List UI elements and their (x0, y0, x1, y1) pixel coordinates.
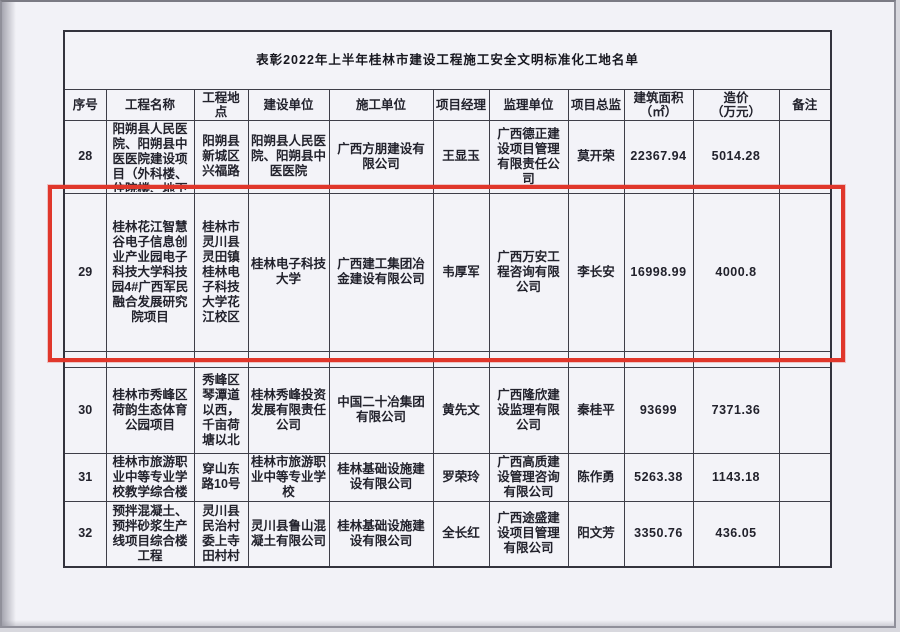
cell-builder: 阳朔县人民医院、阳朔县中医医院 (247, 119, 330, 194)
cell-no: 28 (63, 119, 107, 194)
cell-no: 31 (63, 452, 107, 502)
award-list-table: 表彰2022年上半年桂林市建设工程施工安全文明标准化工地名单 序号 工程名称 工… (63, 30, 833, 568)
cell-cost: 5014.28 (692, 119, 780, 194)
spacer-cell (105, 350, 195, 368)
cell-remark (778, 452, 832, 502)
col-header-manager: 项目经理 (432, 88, 490, 121)
cell-area: 3350.76 (623, 500, 694, 568)
col-header-remark: 备注 (778, 88, 832, 121)
cell-manager: 罗荣玲 (432, 452, 490, 502)
cell-area: 5263.38 (623, 452, 694, 502)
spacer-cell (63, 350, 107, 368)
cell-remark (778, 192, 832, 352)
spacer-cell (432, 350, 490, 368)
col-header-project-name: 工程名称 (105, 88, 195, 121)
cell-area: 22367.94 (623, 119, 694, 194)
cell-contractor: 广西方朋建设有限公司 (328, 119, 434, 194)
table-row-31: 31 桂林市旅游职业中等专业学校教学综合楼 穿山东路10号 桂林市旅游职业中等专… (63, 452, 832, 502)
cell-project-name: 桂林市旅游职业中等专业学校教学综合楼 (105, 452, 195, 502)
spacer-row (63, 350, 832, 368)
cell-contractor: 中国二十冶集团有限公司 (328, 366, 434, 454)
cell-remark (778, 119, 832, 194)
cell-project-name: 阳朔县人民医院、阳朔县中医医院建设项目（外科楼、住院楼、地下 (105, 119, 195, 194)
cell-area: 16998.99 (623, 192, 694, 352)
cell-manager: 黄先文 (432, 366, 490, 454)
spacer-cell (328, 350, 434, 368)
cell-location: 穿山东路10号 (193, 452, 249, 502)
col-header-location: 工程地点 (193, 88, 249, 121)
cell-remark (778, 366, 832, 454)
cell-area: 93699 (623, 366, 694, 454)
cell-manager: 王显玉 (432, 119, 490, 194)
col-header-cost: 造价 （万元） (692, 88, 780, 121)
cell-supervisor: 广西高质建设管理咨询有限公司 (488, 452, 569, 502)
cell-project-name: 桂林花江智慧谷电子信息创业产业园电子科技大学科技园4#广西军民融合发展研究院项目 (105, 192, 195, 352)
cell-no: 29 (63, 192, 107, 352)
cell-location: 秀峰区琴潭道以西，千亩荷塘以北 (193, 366, 249, 454)
cell-supervisor: 广西隆欣建设监理有限公司 (488, 366, 569, 454)
cell-builder: 桂林秀峰投资发展有限责任公司 (247, 366, 330, 454)
cell-contractor: 桂林基础设施建设有限公司 (328, 500, 434, 568)
table-row-30: 30 桂林市秀峰区荷韵生态体育公园项目 秀峰区琴潭道以西，千亩荷塘以北 桂林秀峰… (63, 366, 832, 454)
cell-location: 阳朔县新城区兴福路 (193, 119, 249, 194)
cell-project-name: 桂林市秀峰区荷韵生态体育公园项目 (105, 366, 195, 454)
page-title: 表彰2022年上半年桂林市建设工程施工安全文明标准化工地名单 (63, 30, 832, 90)
cell-builder: 桂林电子科技大学 (247, 192, 330, 352)
page-edge-shadow-left (2, 2, 16, 626)
col-header-area: 建筑面积 （㎡） (623, 88, 694, 121)
cell-manager: 全长红 (432, 500, 490, 568)
cell-supervisor: 广西德正建设项目管理有限责任公司 (488, 119, 569, 194)
col-header-builder: 建设单位 (247, 88, 330, 121)
col-header-no: 序号 (63, 88, 107, 121)
spacer-cell (567, 350, 625, 368)
spacer-cell (247, 350, 330, 368)
cell-director: 秦桂平 (567, 366, 625, 454)
header-row: 序号 工程名称 工程地点 建设单位 施工单位 项目经理 监理单位 项目总监 建筑… (63, 88, 832, 121)
col-header-contractor: 施工单位 (328, 88, 434, 121)
cell-director: 李长安 (567, 192, 625, 352)
cell-supervisor: 广西万安工程咨询有限公司 (488, 192, 569, 352)
cell-cost: 436.05 (692, 500, 780, 568)
table-row-29: 29 桂林花江智慧谷电子信息创业产业园电子科技大学科技园4#广西军民融合发展研究… (63, 192, 832, 352)
spacer-cell (692, 350, 780, 368)
cell-project-name: 预拌混凝土、预拌砂浆生产线项目综合楼工程 (105, 500, 195, 568)
cell-cost: 7371.36 (692, 366, 780, 454)
cell-builder: 桂林市旅游职业中等专业学校 (247, 452, 330, 502)
table-row-32: 32 预拌混凝土、预拌砂浆生产线项目综合楼工程 灵川县民治村委上寺田村村 灵川县… (63, 500, 832, 568)
cell-supervisor: 广西途盛建设项目管理有限公司 (488, 500, 569, 568)
spacer-cell (193, 350, 249, 368)
title-row: 表彰2022年上半年桂林市建设工程施工安全文明标准化工地名单 (63, 30, 832, 90)
cell-builder: 灵川县鲁山混凝土有限公司 (247, 500, 330, 568)
spacer-cell (778, 350, 832, 368)
cell-cost: 4000.8 (692, 192, 780, 352)
cell-contractor: 广西建工集团冶金建设有限公司 (328, 192, 434, 352)
cell-director: 莫开荣 (567, 119, 625, 194)
cell-director: 陈作勇 (567, 452, 625, 502)
cell-contractor: 桂林基础设施建设有限公司 (328, 452, 434, 502)
spacer-cell (623, 350, 694, 368)
cell-location: 桂林市灵川县灵田镇桂林电子科技大学花江校区 (193, 192, 249, 352)
col-header-director: 项目总监 (567, 88, 625, 121)
cell-director: 阳文芳 (567, 500, 625, 568)
cell-no: 32 (63, 500, 107, 568)
page-edge-shadow-bottom (2, 620, 894, 626)
col-header-supervisor: 监理单位 (488, 88, 569, 121)
table-row-28: 28 阳朔县人民医院、阳朔县中医医院建设项目（外科楼、住院楼、地下 阳朔县新城区… (63, 119, 832, 194)
cell-location: 灵川县民治村委上寺田村村 (193, 500, 249, 568)
cell-manager: 韦厚军 (432, 192, 490, 352)
spacer-cell (488, 350, 569, 368)
cell-remark (778, 500, 832, 568)
cell-no: 30 (63, 366, 107, 454)
cell-cost: 1143.18 (692, 452, 780, 502)
